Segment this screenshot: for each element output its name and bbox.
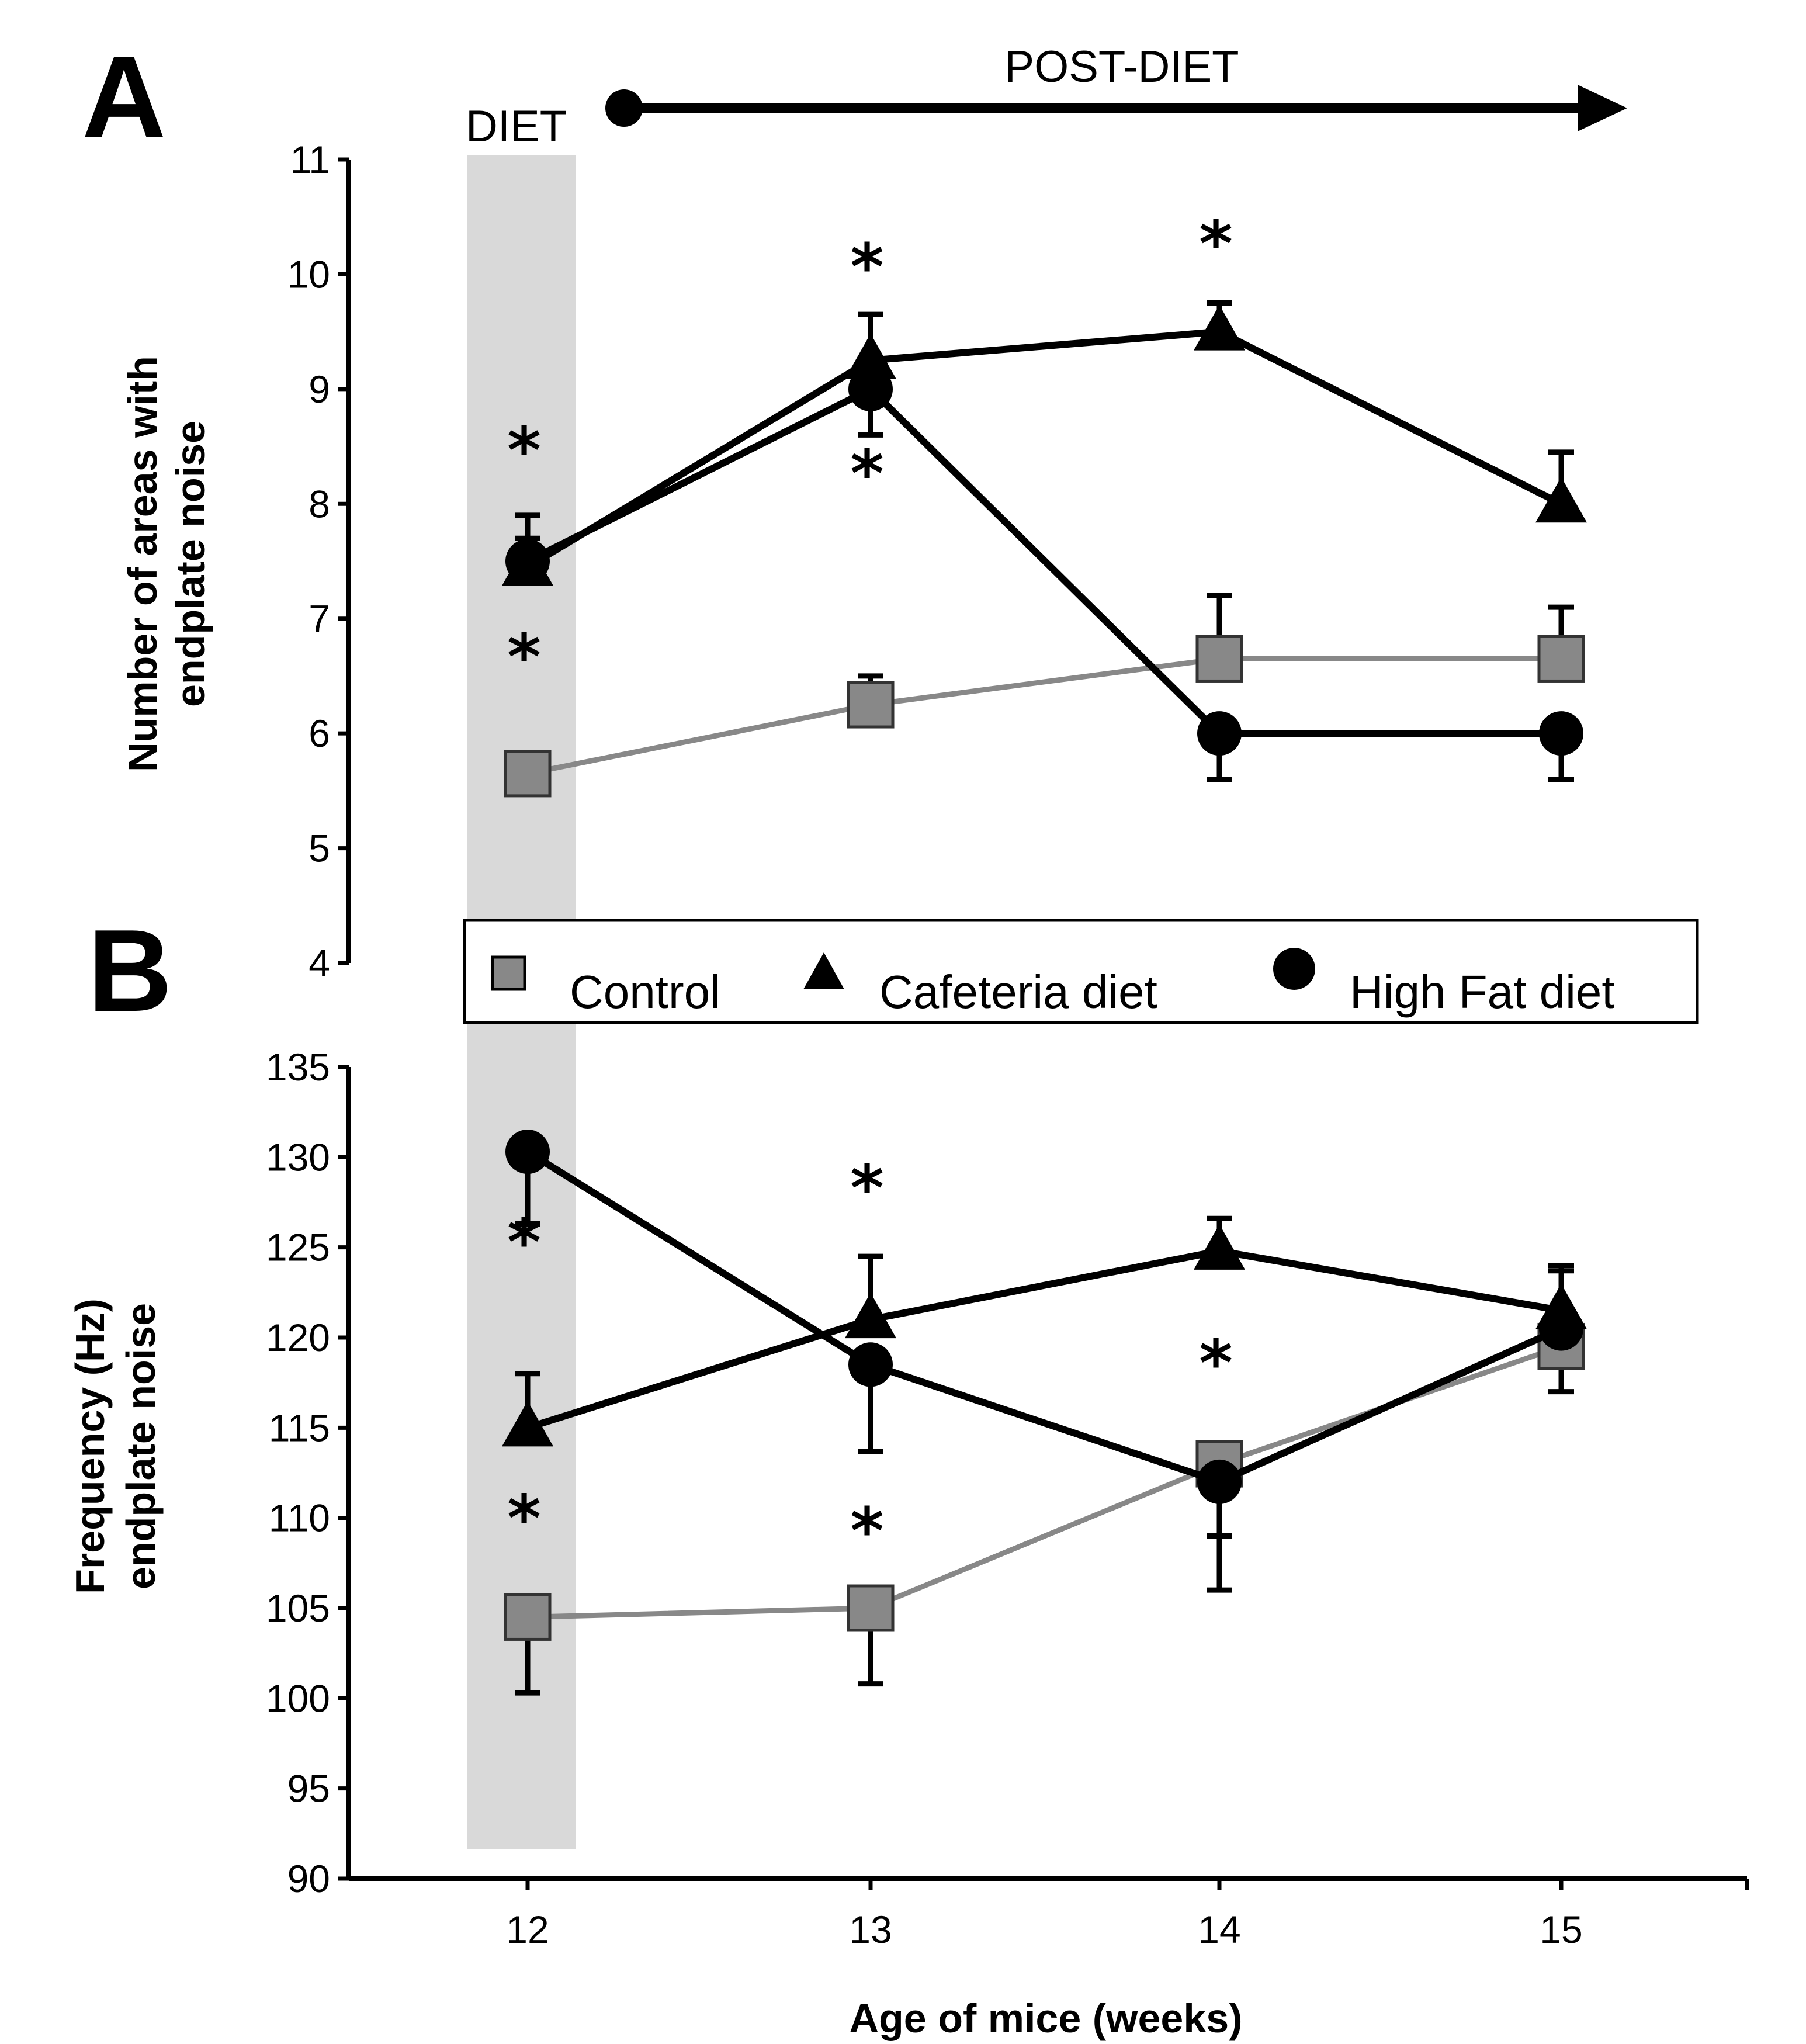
panel-b-chart: 90 95 100 105 110 115 120 125 130 135 12 13 14 15 * * * *… <box>266 1045 1749 1951</box>
panel-b-x-tick-label: 14 <box>1198 1908 1240 1951</box>
panel-a-control-point <box>847 681 895 729</box>
panel-a-control-line <box>527 656 1561 777</box>
panel-a-significance-star: * <box>507 620 541 695</box>
panel-b-significance-star: * <box>850 1494 884 1568</box>
post-diet-phase-label: POST-DIET <box>1004 42 1239 92</box>
legend: Control Cafeteria diet High Fat diet <box>463 919 1699 1024</box>
panel-b-y-tick-label: 115 <box>269 1406 330 1449</box>
panel-b-high-fat-diet-point <box>1197 1459 1242 1504</box>
panel-b-y-tick-label: 135 <box>266 1045 330 1089</box>
panel-b-significance-star: * <box>1199 1326 1233 1401</box>
panel-a-high-fat-diet-point <box>1197 711 1242 756</box>
legend-marker-high-fat <box>1273 948 1315 990</box>
panel-b-y-tick-label: 100 <box>266 1676 330 1720</box>
panel-b-y-tick-label: 120 <box>266 1316 330 1359</box>
panel-b-significance-star: * <box>507 1205 541 1280</box>
legend-label-high-fat: High Fat diet <box>1350 966 1615 1018</box>
panel-b-cafeteria-diet-line <box>526 1247 1562 1432</box>
post-diet-arrow-head <box>1578 85 1627 131</box>
panel-a-significance-star: * <box>1199 207 1233 282</box>
panel-b-cafeteria-diet-point <box>502 1401 553 1447</box>
panel-a-high-fat-diet-line <box>526 384 1561 737</box>
panel-a-y-tick-label: 5 <box>308 827 330 870</box>
panel-b-significance-star: * <box>507 1481 541 1555</box>
diet-phase-label: DIET <box>466 102 567 151</box>
panel-a-ylabel-line1: Number of areas with <box>120 356 165 772</box>
panel-label-a: A <box>82 32 166 162</box>
post-diet-arrow <box>605 85 1627 131</box>
panel-a-ylabel-line2: endplate noise <box>168 421 213 707</box>
panel-a-control-point <box>504 750 552 798</box>
panel-a-cafeteria-diet-point <box>1535 477 1587 523</box>
panel-b-ylabel-line1: Frequency (Hz) <box>67 1298 113 1594</box>
panel-label-b: B <box>88 906 172 1036</box>
panel-a-y-tick-label: 11 <box>290 138 330 181</box>
legend-marker-control <box>491 955 526 991</box>
panel-b-significance-star: * <box>850 1151 884 1226</box>
panel-b-x-tick-label: 13 <box>849 1908 892 1951</box>
panel-a-y-tick-label: 7 <box>308 597 330 640</box>
panel-b-high-fat-diet-line <box>525 1148 1563 1486</box>
panel-a-high-fat-diet-point <box>1539 711 1583 756</box>
panel-a-control-point <box>1195 635 1243 683</box>
panel-a-chart: 4 5 6 7 8 9 10 11 * * * * * <box>287 138 1587 985</box>
panel-b-cafeteria-diet-point <box>1194 1224 1245 1270</box>
panel-a-significance-star: * <box>850 436 884 511</box>
panel-a-cafeteria-diet-point <box>1194 304 1245 351</box>
panel-a-cafeteria-diet-point <box>845 333 896 379</box>
legend-label-cafeteria: Cafeteria diet <box>879 966 1157 1018</box>
panel-b-y-tick-label: 130 <box>266 1135 330 1179</box>
panel-a-cafeteria-diet-line <box>525 328 1563 570</box>
panel-a-significance-star: * <box>850 230 884 304</box>
panel-b-y-tick-label: 95 <box>287 1767 330 1810</box>
legend-marker-cafeteria <box>803 952 844 989</box>
panel-b-high-fat-diet-point <box>1539 1306 1583 1351</box>
panel-a-significance-star: * <box>507 413 541 488</box>
panel-a-y-tick-label: 8 <box>308 482 330 525</box>
panel-a-y-tick-label: 10 <box>287 252 330 296</box>
panel-b-y-tick-label: 125 <box>266 1226 330 1269</box>
panel-b-high-fat-diet-point <box>505 1130 550 1175</box>
panel-b-y-tick-label: 90 <box>287 1857 330 1900</box>
panel-b-x-tick-label: 15 <box>1540 1908 1582 1951</box>
panel-b-control-point <box>504 1593 552 1641</box>
panel-a-y-tick-label: 4 <box>308 941 330 985</box>
panel-b-ylabel-line2: endplate noise <box>118 1303 164 1589</box>
panel-a-high-fat-diet-point <box>848 366 893 411</box>
panel-b-x-tick-label: 12 <box>506 1908 549 1951</box>
panel-b-high-fat-diet-point <box>848 1342 893 1387</box>
legend-box <box>463 919 1699 1024</box>
panel-b-y-tick-label: 105 <box>266 1586 330 1630</box>
panel-a-y-tick-label: 6 <box>308 712 330 755</box>
panel-a-high-fat-diet-point <box>505 539 550 584</box>
panel-b-control-point <box>847 1584 895 1632</box>
legend-label-control: Control <box>570 966 720 1018</box>
panel-b-y-tick-label: 110 <box>269 1496 330 1540</box>
panel-b-cafeteria-diet-point <box>845 1293 896 1339</box>
panel-b-control-line <box>527 1344 1562 1620</box>
x-axis-title: Age of mice (weeks) <box>850 1996 1243 2041</box>
panel-a-y-tick-label: 9 <box>308 368 330 411</box>
panel-a-control-point <box>1537 635 1585 683</box>
